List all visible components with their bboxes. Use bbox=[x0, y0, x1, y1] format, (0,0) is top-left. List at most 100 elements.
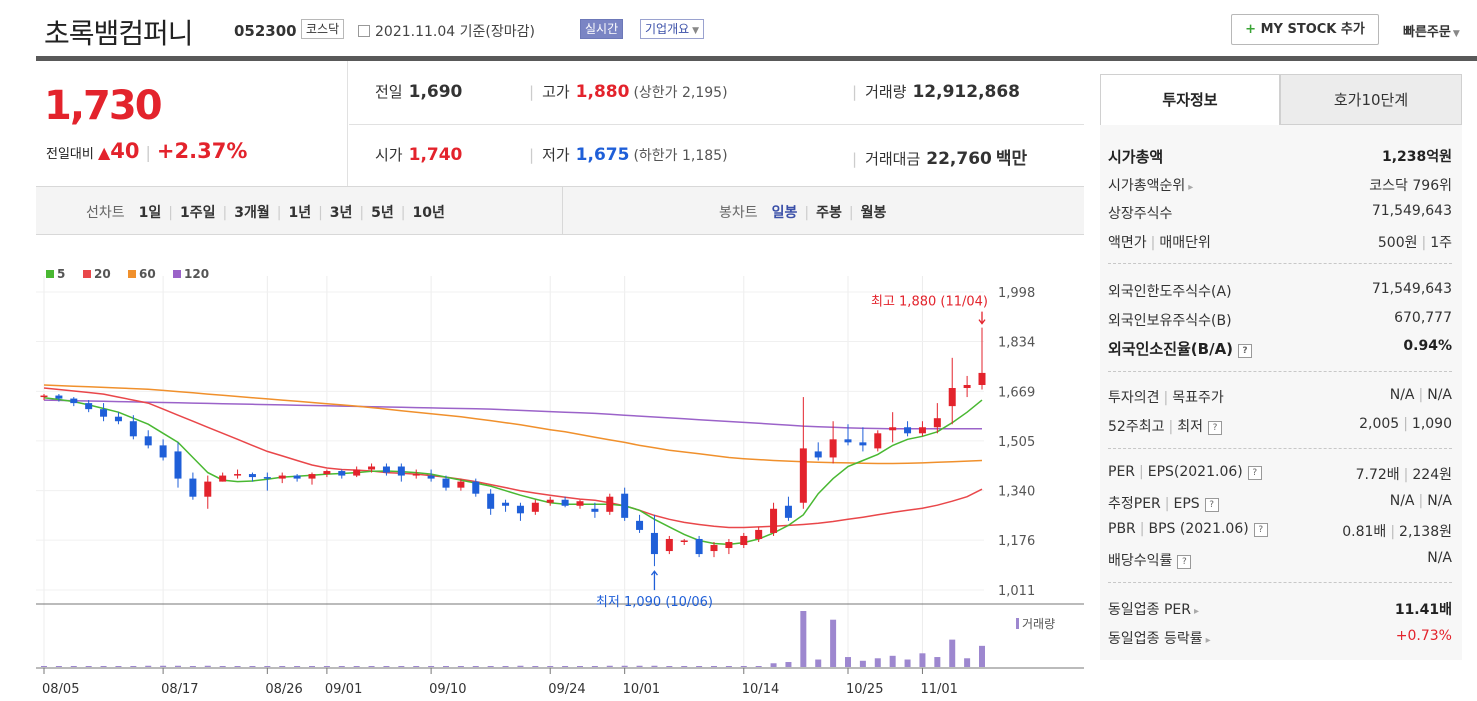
amount-unit: 백만 bbox=[995, 149, 1028, 169]
add-mystock-button[interactable]: + MY STOCK 추가 bbox=[1231, 14, 1379, 45]
candle-body bbox=[129, 421, 137, 437]
volume-legend-swatch bbox=[1016, 618, 1019, 629]
help-icon[interactable]: ? bbox=[1238, 344, 1253, 358]
chevron-right-icon: ▸ bbox=[1205, 634, 1211, 646]
divider bbox=[1108, 582, 1452, 583]
period-3y[interactable]: 3년 bbox=[329, 205, 353, 221]
candle-body bbox=[695, 538, 703, 555]
info-row: 액면가 | 매매단위 500원 | 1주 bbox=[1108, 228, 1452, 257]
stock-header: 초록뱀컴퍼니 052300 코스닥 2021.11.04 기준(장마감) 실시간… bbox=[0, 0, 1477, 58]
divider bbox=[36, 56, 1477, 61]
info-row: 상장주식수 71,549,643 bbox=[1108, 199, 1452, 228]
plus-icon: + bbox=[1245, 22, 1261, 37]
candle-body bbox=[606, 496, 614, 512]
info-row[interactable]: 동일업종 등락률 ▸ +0.73% bbox=[1108, 624, 1452, 653]
info-key: PER | EPS(2021.06)? bbox=[1108, 464, 1262, 480]
info-value: 670,777 bbox=[1394, 309, 1452, 326]
quick-order-label: 빠른주문 bbox=[1403, 25, 1451, 40]
period-10y[interactable]: 10년 bbox=[412, 205, 445, 221]
up-triangle-icon: ▲ bbox=[97, 143, 111, 162]
volume-bar bbox=[562, 666, 569, 667]
period-3m[interactable]: 3개월 bbox=[234, 205, 270, 221]
x-tick-label: 10/14 bbox=[742, 682, 779, 697]
period-5y[interactable]: 5년 bbox=[371, 205, 394, 221]
tab-investment-info[interactable]: 투자정보 bbox=[1100, 74, 1280, 125]
candle-daily[interactable]: 일봉 bbox=[771, 205, 798, 221]
help-icon[interactable]: ? bbox=[1207, 420, 1222, 435]
divider bbox=[1108, 371, 1452, 372]
change-percent: +2.37% bbox=[156, 139, 248, 163]
help-icon[interactable]: ? bbox=[1253, 523, 1268, 537]
candle-body bbox=[308, 474, 316, 479]
tab-orderbook[interactable]: 호가10단계 bbox=[1280, 74, 1462, 125]
info-row: PER | EPS(2021.06)? 7.72배 | 224원 bbox=[1108, 460, 1452, 489]
candle-body bbox=[665, 538, 673, 552]
legend-swatch bbox=[128, 270, 136, 278]
high-value: 1,880 bbox=[575, 82, 630, 102]
candle-body bbox=[576, 501, 584, 506]
foreign-ownership-group: 외국인한도주식수(A) 71,549,643 외국인보유주식수(B) 670,777… bbox=[1108, 277, 1452, 363]
volume-bar bbox=[696, 666, 703, 667]
info-row[interactable]: 시가총액순위 ▸ 코스닥 796위 bbox=[1108, 171, 1452, 200]
info-value: 71,549,643 bbox=[1371, 281, 1452, 297]
candle-body bbox=[829, 439, 837, 458]
candle-body bbox=[353, 469, 361, 476]
volume-bar bbox=[740, 666, 747, 667]
info-value: 0.94% bbox=[1403, 338, 1452, 354]
candle-body bbox=[591, 508, 599, 512]
candle-monthly[interactable]: 월봉 bbox=[860, 205, 887, 221]
company-profile-dropdown[interactable]: 기업개요 ▼ bbox=[640, 19, 705, 39]
x-tick-label: 09/01 bbox=[325, 682, 362, 697]
help-icon[interactable]: ? bbox=[1247, 466, 1262, 480]
info-key: 배당수익률? bbox=[1108, 550, 1192, 570]
candle-body bbox=[844, 439, 852, 443]
candle-body bbox=[397, 466, 405, 476]
info-row[interactable]: 동일업종 PER ▸ 11.41배 bbox=[1108, 595, 1452, 624]
candle-body bbox=[814, 451, 822, 458]
volume-bar bbox=[651, 665, 658, 667]
amount-value: 22,760 bbox=[926, 149, 992, 169]
volume-bar bbox=[770, 663, 777, 667]
volume-bar bbox=[755, 666, 762, 667]
quick-order-dropdown[interactable]: 빠른주문 ▼ bbox=[1403, 21, 1460, 40]
realtime-button[interactable]: 실시간 bbox=[580, 19, 624, 39]
volume-bar bbox=[547, 666, 554, 667]
legend-label: 20 bbox=[94, 267, 111, 281]
candle-body bbox=[114, 416, 122, 422]
candle-chart-options: 봉차트 일봉 | 주봉 | 월봉 bbox=[719, 205, 887, 221]
help-icon[interactable]: ? bbox=[1177, 554, 1192, 569]
stock-chart[interactable]: 1,998 1,834 1,669 1,505 1,340 1,176 1,011 08/05… bbox=[36, 236, 1084, 701]
candle-body bbox=[487, 493, 495, 509]
candle-body bbox=[680, 540, 688, 542]
volume-bar bbox=[41, 666, 47, 667]
help-icon[interactable]: ? bbox=[1204, 497, 1219, 512]
volume-value: 12,912,868 bbox=[912, 82, 1021, 102]
company-name: 초록뱀컴퍼니 bbox=[44, 17, 194, 50]
info-row: 외국인한도주식수(A) 71,549,643 bbox=[1108, 277, 1452, 306]
volume-bar bbox=[487, 666, 494, 667]
candle-weekly[interactable]: 주봉 bbox=[816, 205, 842, 221]
info-value: 71,549,643 bbox=[1371, 203, 1452, 219]
candle-body bbox=[234, 474, 242, 476]
volume-bar bbox=[874, 658, 881, 667]
period-1w[interactable]: 1주일 bbox=[179, 205, 216, 221]
candle-body bbox=[85, 403, 93, 410]
stats-row: 전일 1,690 | 고가 1,880 (상한가 2,195) | 거래량 12,912,8… bbox=[349, 61, 1084, 123]
y-tick-label: 1,011 bbox=[998, 584, 1035, 599]
chevron-down-icon: ▼ bbox=[692, 26, 700, 36]
period-1y[interactable]: 1년 bbox=[288, 205, 312, 221]
volume-bar bbox=[85, 666, 92, 667]
period-1d[interactable]: 1일 bbox=[138, 205, 162, 221]
low-label: 저가 bbox=[542, 146, 570, 164]
y-tick-label: 1,505 bbox=[998, 435, 1035, 450]
info-key: 외국인보유주식수(B) bbox=[1108, 312, 1232, 329]
candle-body bbox=[219, 475, 227, 482]
candle-body bbox=[621, 493, 629, 518]
x-tick-label: 09/24 bbox=[548, 682, 585, 697]
legend-label: 120 bbox=[184, 267, 209, 281]
candle-body bbox=[55, 395, 63, 399]
volume-bar bbox=[666, 666, 673, 667]
volume-bar bbox=[219, 666, 226, 667]
line-chart-options: 선차트 1일 | 1주일 | 3개월 | 1년 | 3년 | 5년 | 10년 bbox=[86, 205, 445, 221]
legend-swatch bbox=[46, 270, 54, 278]
